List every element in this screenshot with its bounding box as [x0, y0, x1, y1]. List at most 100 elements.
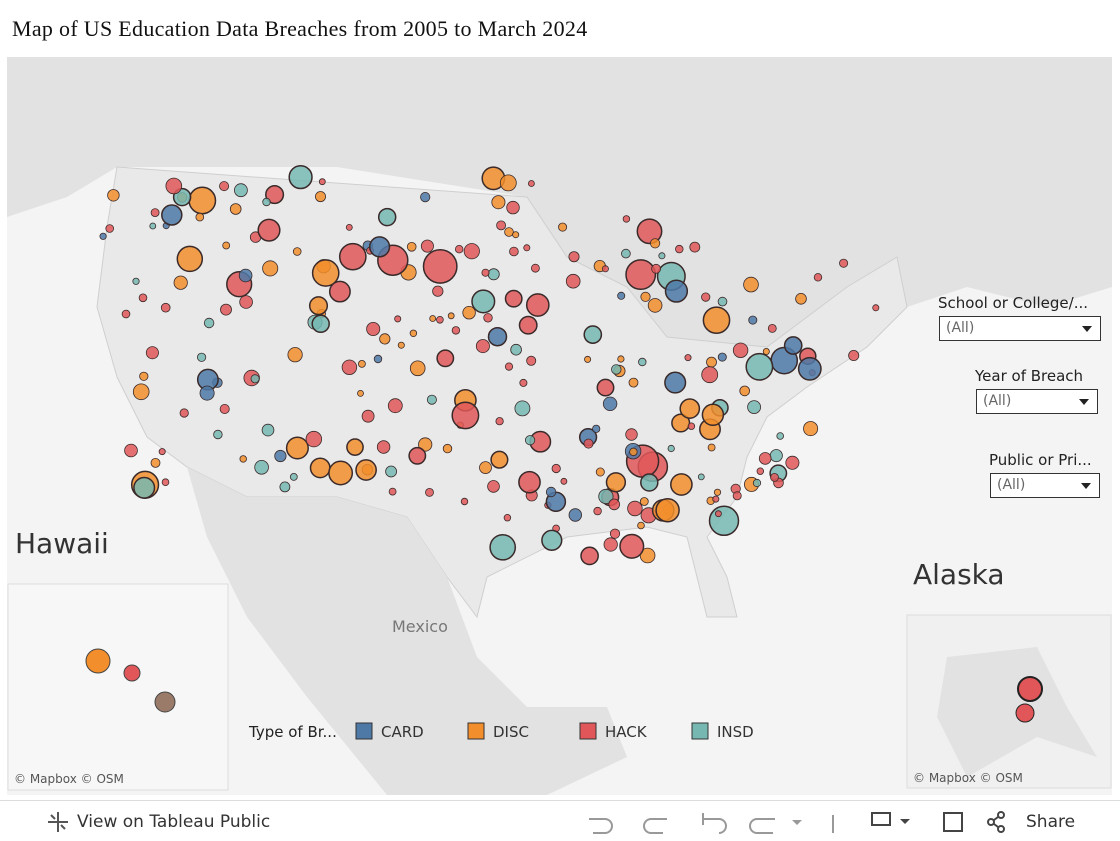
breach-point	[797, 356, 822, 381]
download[interactable]	[871, 812, 891, 826]
breach-point	[483, 313, 493, 323]
breach-point	[397, 341, 405, 349]
breach-point	[655, 497, 680, 523]
map: Hawaii Alaska Mexico © Mapbox © OSM © Ma…	[7, 57, 1112, 795]
revert[interactable]	[702, 813, 727, 834]
breach-point	[229, 203, 242, 215]
breach-point	[133, 476, 156, 499]
breach-point	[357, 389, 364, 397]
breach-point	[758, 452, 772, 465]
breach-point	[471, 289, 496, 314]
breach-point	[783, 336, 803, 355]
breach-point	[463, 243, 480, 260]
filter-dropdown[interactable]: (All)	[990, 473, 1100, 498]
breach-point	[308, 296, 329, 316]
breach-point	[460, 497, 469, 506]
fullscreen[interactable]	[943, 812, 963, 832]
breach-point	[560, 477, 568, 485]
breach-point	[149, 222, 157, 230]
canada	[7, 57, 1112, 357]
breach-point	[701, 292, 711, 302]
breach-point	[279, 481, 291, 493]
breach-point	[436, 315, 444, 324]
breach-point	[139, 371, 149, 381]
breach-point	[684, 354, 692, 362]
breach-point	[489, 533, 517, 561]
breach-point	[596, 378, 615, 397]
breach-point	[287, 347, 303, 363]
breach-point	[617, 355, 625, 363]
hawaii-label: Hawaii	[15, 527, 109, 560]
legend-label: CARD	[381, 723, 424, 741]
breach-point	[160, 302, 171, 313]
breach-point	[220, 303, 232, 316]
filter-dropdown[interactable]: (All)	[939, 316, 1101, 341]
breach-point	[565, 273, 581, 289]
breach-point	[138, 293, 148, 303]
breach-point	[598, 488, 614, 505]
breach-point	[420, 192, 431, 203]
breach-point	[701, 366, 719, 384]
alaska-point	[1017, 676, 1043, 702]
breach-point	[545, 486, 557, 498]
breach-point	[368, 236, 391, 258]
toolbar: View on Tableau Public Share	[0, 800, 1120, 841]
mexico-label: Mexico	[392, 617, 448, 636]
breach-point	[622, 215, 631, 223]
breach-point	[706, 356, 717, 368]
breach-point	[872, 304, 880, 312]
breach-point	[311, 259, 340, 287]
breach-point	[422, 248, 458, 284]
hawaii-point	[85, 648, 111, 674]
legend-label: HACK	[605, 723, 648, 741]
breach-point	[664, 371, 687, 394]
breach-point	[262, 197, 271, 207]
breach-point	[173, 275, 188, 290]
breach-point	[328, 280, 351, 303]
breach-point	[341, 359, 358, 376]
breach-point	[679, 398, 701, 419]
breach-point	[361, 409, 375, 423]
redo[interactable]	[643, 818, 667, 834]
legend-swatch	[691, 722, 709, 740]
breach-point	[145, 346, 159, 360]
breach-point	[288, 164, 313, 190]
hawaii-point	[154, 691, 176, 713]
breach-point	[592, 424, 601, 433]
breach-point	[639, 497, 649, 506]
filter-dropdown[interactable]: (All)	[976, 389, 1098, 414]
breach-point	[447, 312, 455, 320]
breach-point	[518, 315, 538, 335]
filter-label: Year of Breach	[975, 367, 1084, 385]
breach-point	[593, 506, 602, 516]
mexico-land	[187, 467, 627, 795]
breach-point	[708, 505, 740, 537]
breach-point	[625, 259, 657, 291]
undo[interactable]	[589, 818, 613, 834]
breach-point	[179, 408, 189, 418]
tableau-icon	[48, 812, 68, 832]
hawaii-inset	[7, 583, 229, 791]
breach-point	[767, 323, 777, 333]
breach-point	[219, 403, 230, 414]
toolbar-icons	[589, 812, 910, 834]
view-on-tableau[interactable]: View on Tableau Public	[77, 812, 271, 832]
breach-point	[707, 443, 716, 452]
breach-point	[584, 355, 592, 363]
share[interactable]: Share	[1026, 812, 1076, 832]
breach-point	[770, 472, 779, 482]
breach-point	[121, 309, 131, 319]
breach-point	[338, 242, 367, 271]
breach-point	[197, 352, 207, 362]
refresh[interactable]	[749, 818, 775, 834]
breach-point	[406, 242, 417, 252]
breach-point	[621, 248, 631, 259]
title: Map of US Education Data Breaches from 2…	[12, 16, 588, 41]
filter-label: School or College/...	[938, 294, 1088, 312]
breach-point	[432, 285, 444, 297]
breach-point	[355, 459, 377, 481]
breach-point	[311, 314, 330, 334]
breach-point	[739, 385, 750, 397]
breach-point	[491, 195, 506, 210]
